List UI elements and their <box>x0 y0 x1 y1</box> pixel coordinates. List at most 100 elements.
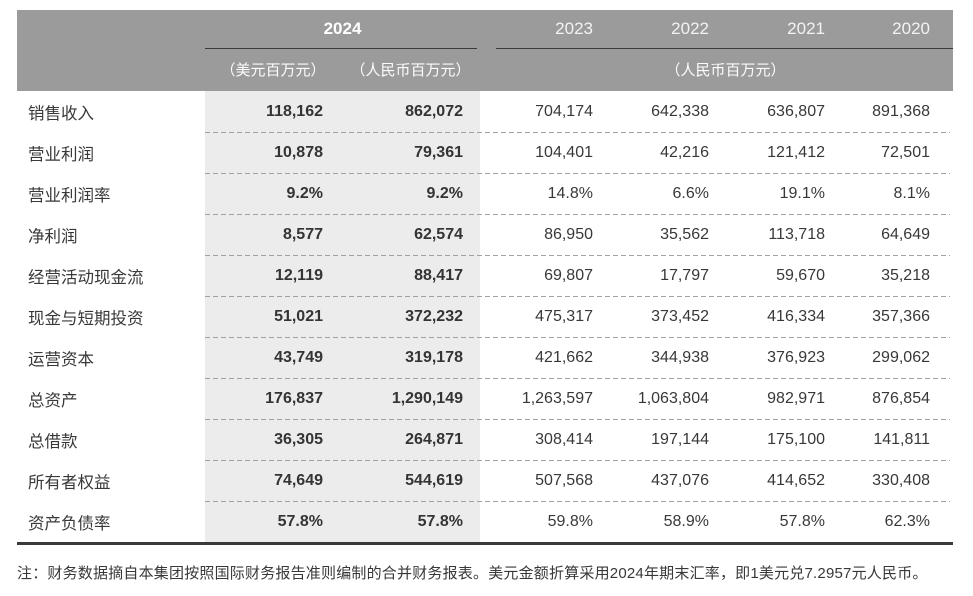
table-header: 2024 2023 2022 2021 2020 （美元百万元） （人民币百万元… <box>17 10 953 91</box>
cell-2021: 19.1% <box>779 184 825 202</box>
table-row-owners-equity: 所有者权益 74,649 544,619 507,568 437,076 414… <box>17 460 953 501</box>
cell-2023: 475,317 <box>535 307 593 325</box>
cell-2023: 704,174 <box>535 102 593 120</box>
cell-2021: 416,334 <box>767 307 825 325</box>
row-label: 营业利润率 <box>28 186 111 205</box>
cell-2023: 507,568 <box>535 471 593 489</box>
cell-2024-rmb: 372,232 <box>341 296 480 337</box>
cell-2022: 344,938 <box>651 348 709 366</box>
row-label: 资产负债率 <box>28 514 111 533</box>
table-row-total-borrowings: 总借款 36,305 264,871 308,414 197,144 175,1… <box>17 419 953 460</box>
cell-2021: 414,652 <box>767 471 825 489</box>
cell-2021: 636,807 <box>767 102 825 120</box>
cell-2020: 876,854 <box>872 389 930 407</box>
row-label: 现金与短期投资 <box>28 309 144 328</box>
cell-2020: 330,408 <box>872 471 930 489</box>
cell-2021: 175,100 <box>767 430 825 448</box>
row-label: 总借款 <box>28 432 78 451</box>
cell-2024-rmb: 9.2% <box>341 173 480 214</box>
cell-2020: 72,501 <box>881 143 930 161</box>
cell-2024-usd: 9.2% <box>205 173 341 214</box>
cell-2021: 59,670 <box>776 266 825 284</box>
cell-2023: 69,807 <box>544 266 593 284</box>
header-year-2024: 2024 <box>323 19 362 38</box>
cell-2024-rmb: 57.8% <box>341 501 480 542</box>
cell-2024-rmb: 319,178 <box>341 337 480 378</box>
row-label: 销售收入 <box>28 104 94 123</box>
row-label: 经营活动现金流 <box>28 268 144 287</box>
cell-2024-usd: 74,649 <box>205 460 341 501</box>
cell-2021: 982,971 <box>767 389 825 407</box>
cell-2020: 8.1% <box>893 184 930 202</box>
cell-2021: 376,923 <box>767 348 825 366</box>
row-label: 营业利润 <box>28 145 94 164</box>
footnote: 注：财务数据摘自本集团按照国际财务报告准则编制的合并财务报表。美元金额折算采用2… <box>17 565 928 582</box>
cell-2022: 17,797 <box>660 266 709 284</box>
header-unit-usd: （美元百万元） <box>220 62 326 79</box>
header-underline-prior-years <box>496 48 953 49</box>
cell-2021: 113,718 <box>768 225 825 243</box>
cell-2020: 64,649 <box>881 225 930 243</box>
cell-2023: 14.8% <box>547 184 593 202</box>
table-row-revenue: 销售收入 118,162 862,072 704,174 642,338 636… <box>17 91 953 132</box>
cell-2024-rmb: 88,417 <box>341 255 480 296</box>
cell-2022: 1,063,804 <box>637 389 709 407</box>
cell-2024-usd: 10,878 <box>205 132 341 173</box>
header-year-2021: 2021 <box>787 19 825 38</box>
cell-2024-rmb: 862,072 <box>341 91 480 132</box>
table-row-liability-ratio: 资产负债率 57.8% 57.8% 59.8% 58.9% 57.8% 62.3… <box>17 501 953 542</box>
cell-2020: 299,062 <box>872 348 930 366</box>
table-body: 销售收入 118,162 862,072 704,174 642,338 636… <box>17 91 953 545</box>
cell-2024-usd: 12,119 <box>205 255 341 296</box>
cell-2022: 373,452 <box>651 307 709 325</box>
cell-2024-usd: 43,749 <box>205 337 341 378</box>
cell-2023: 421,662 <box>535 348 593 366</box>
cell-2022: 35,562 <box>660 225 709 243</box>
row-label: 所有者权益 <box>28 473 111 492</box>
row-label: 净利润 <box>28 227 78 246</box>
cell-2024-rmb: 79,361 <box>341 132 480 173</box>
cell-2022: 42,216 <box>660 143 709 161</box>
cell-2024-usd: 36,305 <box>205 419 341 460</box>
cell-2022: 642,338 <box>651 102 709 120</box>
cell-2020: 141,811 <box>873 430 930 448</box>
cell-2024-rmb: 1,290,149 <box>341 378 480 419</box>
cell-2022: 197,144 <box>651 430 709 448</box>
cell-2024-usd: 8,577 <box>205 214 341 255</box>
cell-2024-rmb: 544,619 <box>341 460 480 501</box>
financial-summary-table: 2024 2023 2022 2021 2020 （美元百万元） （人民币百万元… <box>17 10 953 545</box>
table-row-operating-profit: 营业利润 10,878 79,361 104,401 42,216 121,41… <box>17 132 953 173</box>
cell-2023: 1,263,597 <box>521 389 593 407</box>
cell-2024-usd: 176,837 <box>205 378 341 419</box>
cell-2024-usd: 118,162 <box>205 91 341 132</box>
cell-2021: 121,412 <box>767 143 825 161</box>
cell-2023: 59.8% <box>547 512 593 530</box>
table-row-working-capital: 运营资本 43,749 319,178 421,662 344,938 376,… <box>17 337 953 378</box>
cell-2020: 62.3% <box>884 512 930 530</box>
cell-2020: 357,366 <box>872 307 930 325</box>
cell-2022: 6.6% <box>672 184 709 202</box>
header-underline-2024 <box>205 48 477 49</box>
row-label: 总资产 <box>28 391 78 410</box>
cell-2024-rmb: 62,574 <box>341 214 480 255</box>
table-header-years-row: 2024 2023 2022 2021 2020 <box>17 10 953 48</box>
table-header-units-row: （美元百万元） （人民币百万元） （人民币百万元） <box>17 48 953 91</box>
row-label: 运营资本 <box>28 350 94 369</box>
cell-2023: 104,401 <box>535 143 593 161</box>
header-year-2020: 2020 <box>892 19 930 38</box>
header-year-2022: 2022 <box>671 19 709 38</box>
table-row-total-assets: 总资产 176,837 1,290,149 1,263,597 1,063,80… <box>17 378 953 419</box>
cell-2024-usd: 57.8% <box>205 501 341 542</box>
cell-2020: 891,368 <box>872 102 930 120</box>
cell-2023: 308,414 <box>535 430 593 448</box>
cell-2022: 58.9% <box>663 512 709 530</box>
cell-2024-usd: 51,021 <box>205 296 341 337</box>
header-year-2023: 2023 <box>555 19 593 38</box>
cell-2024-rmb: 264,871 <box>341 419 480 460</box>
cell-2023: 86,950 <box>544 225 593 243</box>
cell-2021: 57.8% <box>779 512 825 530</box>
header-unit-rmb: （人民币百万元） <box>350 62 471 79</box>
table-row-operating-margin: 营业利润率 9.2% 9.2% 14.8% 6.6% 19.1% 8.1% <box>17 173 953 214</box>
cell-2020: 35,218 <box>881 266 930 284</box>
header-unit-prior-years: （人民币百万元） <box>665 62 786 79</box>
